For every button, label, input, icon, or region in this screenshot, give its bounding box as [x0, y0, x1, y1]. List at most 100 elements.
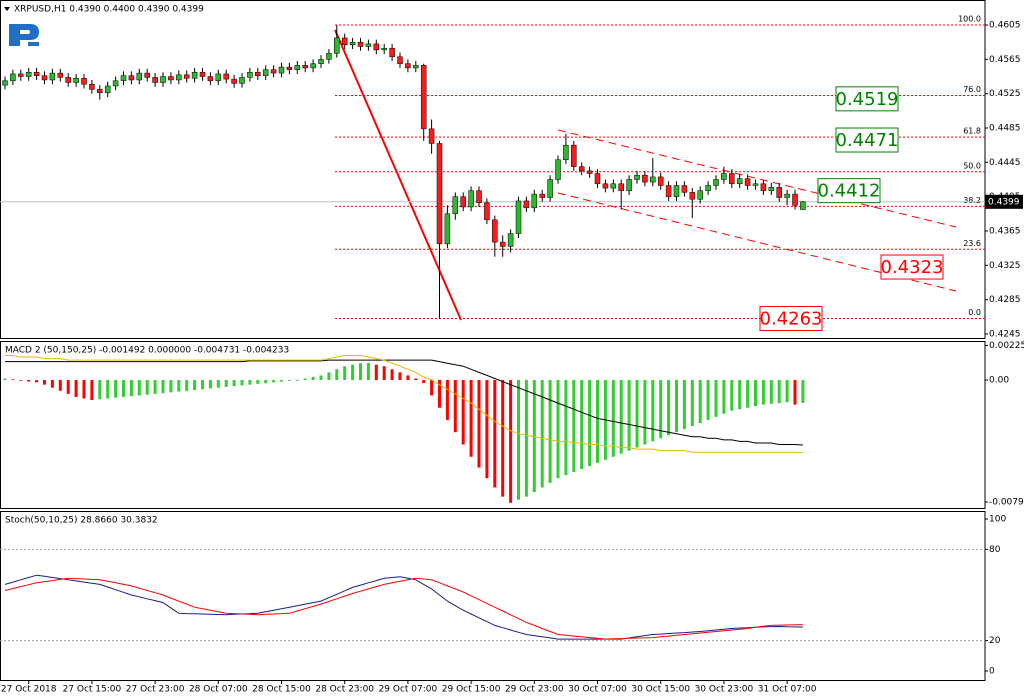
candle-body [792, 193, 798, 206]
price-annotation: 0.4519 [836, 89, 899, 110]
histogram-bar [374, 364, 378, 381]
y-tick-label: 0.4525 [989, 89, 1021, 99]
histogram-bar [272, 380, 276, 383]
candle-body [563, 144, 569, 161]
price-annotation-box [759, 306, 823, 332]
candle-body [776, 186, 782, 198]
panel-title: XRPUSD,H1 0.4390 0.4400 0.4390 0.4399 [14, 5, 204, 15]
candle-body [255, 71, 261, 76]
candle-body [136, 72, 143, 81]
histogram-bar [256, 380, 260, 384]
histogram-bar [761, 380, 765, 405]
histogram-bar [19, 380, 23, 381]
price-annotation: 0.4471 [836, 130, 899, 151]
menu-arrow [4, 7, 10, 11]
histogram-bar [224, 380, 228, 387]
candle-body [800, 201, 806, 210]
histogram-bar [659, 380, 663, 439]
candle-body [104, 85, 111, 94]
candle-body [642, 174, 648, 183]
price-annotation-box [835, 86, 899, 112]
x-tick-label: 29 Oct 15:00 [442, 685, 501, 695]
fib-label: 50.0 [963, 161, 981, 170]
histogram-bar [588, 380, 592, 466]
candle-body [120, 75, 127, 82]
indicator-line [5, 355, 803, 454]
panel-title: Stoch(50,10,25) 28.8660 30.3832 [5, 516, 158, 526]
candle-body [310, 63, 316, 69]
candle-body [571, 144, 577, 167]
histogram-bar [11, 379, 15, 381]
candle-body [602, 183, 609, 189]
x-tick-label: 28 Oct 23:00 [315, 685, 374, 695]
histogram-bar [327, 372, 331, 381]
candle-body [705, 185, 711, 191]
histogram-bar [390, 369, 394, 381]
histogram-bar [540, 380, 544, 488]
candle-body [555, 159, 561, 180]
candle-body [594, 173, 601, 185]
histogram-bar [359, 363, 362, 381]
candle-body [270, 69, 277, 74]
histogram-bar [643, 380, 647, 445]
candle-body [10, 73, 16, 82]
x-tick-label: 30 Oct 07:00 [568, 685, 627, 695]
candle-body [239, 77, 245, 84]
histogram-bar [201, 380, 204, 390]
y-tick-label: -0.00795 [989, 498, 1024, 508]
candle-body [492, 219, 498, 243]
histogram-bar [58, 380, 62, 391]
x-tick-label: 31 Oct 07:00 [758, 685, 817, 695]
y-tick-label: 0.4365 [989, 226, 1021, 236]
y-tick-label: 0.002256 [989, 341, 1024, 351]
candle-body [444, 213, 451, 245]
histogram-bar [453, 380, 457, 433]
histogram-bar [627, 380, 631, 451]
histogram-bar [303, 378, 307, 381]
candle-body [231, 78, 237, 84]
y-tick-label: 0.4485 [989, 124, 1021, 134]
histogram-bar [74, 380, 78, 397]
candle-body [768, 186, 775, 191]
histogram-bar [366, 362, 370, 381]
histogram-bar [777, 380, 781, 404]
y-tick-label: 0 [989, 667, 995, 677]
histogram-bar [714, 380, 718, 417]
candle-body [341, 37, 348, 46]
candle-body [499, 241, 506, 247]
histogram-bar [319, 375, 323, 381]
candle-body [112, 80, 119, 87]
candle-body [349, 41, 356, 46]
x-tick-label: 27 Oct 15:00 [63, 685, 122, 695]
histogram-bar [769, 380, 773, 404]
x-tick-label: 28 Oct 15:00 [252, 685, 311, 695]
candle-body [334, 37, 340, 54]
candle-body [199, 71, 206, 77]
histogram-bar [611, 380, 615, 457]
histogram-bar [129, 380, 133, 397]
histogram-bar [114, 380, 118, 398]
histogram-bar [730, 380, 734, 411]
fib-label: 0.0 [968, 308, 981, 317]
candle-body [697, 190, 703, 200]
indicator-line [5, 359, 803, 446]
price-annotation: 0.4263 [760, 309, 823, 330]
candle-body [286, 66, 293, 70]
candle-body [176, 74, 182, 81]
histogram-bar [185, 380, 189, 391]
histogram-bar [27, 380, 31, 382]
candle-body [721, 173, 727, 180]
histogram-bar [153, 380, 157, 394]
candle-body [752, 183, 759, 186]
price-annotation: 0.4323 [881, 257, 944, 278]
histogram-bar [311, 376, 315, 381]
candle-body [547, 179, 553, 198]
candle-body [405, 63, 411, 69]
histogram-bar [501, 380, 505, 497]
histogram-bar [509, 380, 513, 503]
histogram-bar [793, 380, 797, 405]
histogram-bar [240, 380, 244, 386]
histogram-bar [706, 380, 710, 420]
fib-label: 38.2 [963, 196, 981, 205]
histogram-bar [137, 380, 141, 396]
